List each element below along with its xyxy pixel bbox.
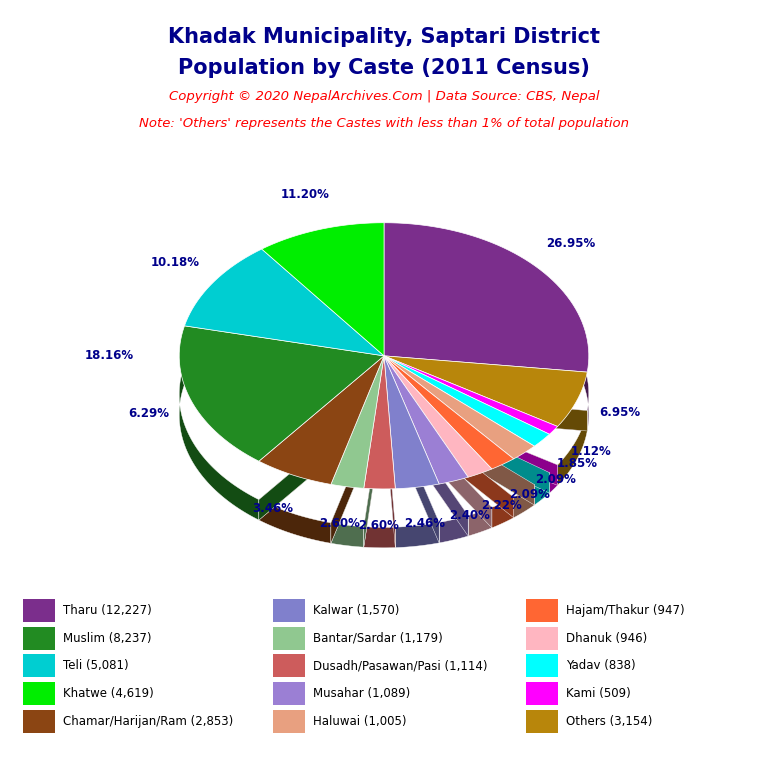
Polygon shape xyxy=(384,394,535,505)
Text: 11.20%: 11.20% xyxy=(281,188,330,201)
Polygon shape xyxy=(492,497,514,528)
Polygon shape xyxy=(364,394,384,547)
Polygon shape xyxy=(384,394,492,528)
Text: 2.46%: 2.46% xyxy=(404,517,445,530)
Polygon shape xyxy=(384,394,396,548)
Polygon shape xyxy=(384,356,514,469)
Polygon shape xyxy=(384,394,588,431)
Text: Khadak Municipality, Saptari District: Khadak Municipality, Saptari District xyxy=(168,27,600,47)
Polygon shape xyxy=(558,411,588,485)
Polygon shape xyxy=(535,472,549,505)
Text: 2.60%: 2.60% xyxy=(319,517,359,530)
Text: Note: 'Others' represents the Castes with less than 1% of total population: Note: 'Others' represents the Castes wit… xyxy=(139,117,629,130)
Text: 3.46%: 3.46% xyxy=(253,502,293,515)
Polygon shape xyxy=(331,523,364,547)
Text: Chamar/Harijan/Ram (2,853): Chamar/Harijan/Ram (2,853) xyxy=(63,715,233,727)
Polygon shape xyxy=(384,394,514,518)
Text: 1.85%: 1.85% xyxy=(557,457,598,470)
Polygon shape xyxy=(384,394,535,505)
Polygon shape xyxy=(468,508,492,536)
Polygon shape xyxy=(384,356,549,446)
Text: Muslim (8,237): Muslim (8,237) xyxy=(63,632,151,644)
Polygon shape xyxy=(184,249,384,356)
Text: Copyright © 2020 NepalArchives.Com | Data Source: CBS, Nepal: Copyright © 2020 NepalArchives.Com | Dat… xyxy=(169,90,599,103)
Text: Bantar/Sardar (1,179): Bantar/Sardar (1,179) xyxy=(313,632,442,644)
Polygon shape xyxy=(262,223,384,356)
Polygon shape xyxy=(384,394,468,536)
Text: Musahar (1,089): Musahar (1,089) xyxy=(313,687,410,700)
Polygon shape xyxy=(384,394,549,493)
Polygon shape xyxy=(384,356,558,434)
Text: 2.22%: 2.22% xyxy=(481,499,521,512)
Text: 1.12%: 1.12% xyxy=(571,445,611,458)
Polygon shape xyxy=(259,394,384,520)
Polygon shape xyxy=(396,522,439,548)
Polygon shape xyxy=(439,515,468,543)
Text: 2.09%: 2.09% xyxy=(535,473,576,486)
Polygon shape xyxy=(384,394,514,518)
Text: Dhanuk (946): Dhanuk (946) xyxy=(566,632,647,644)
Polygon shape xyxy=(384,356,468,484)
Polygon shape xyxy=(384,394,558,485)
Polygon shape xyxy=(331,394,384,543)
Polygon shape xyxy=(384,356,439,488)
Text: Kalwar (1,570): Kalwar (1,570) xyxy=(313,604,399,617)
Text: Haluwai (1,005): Haluwai (1,005) xyxy=(313,715,406,727)
Text: 10.18%: 10.18% xyxy=(151,257,200,270)
Polygon shape xyxy=(384,223,589,372)
Polygon shape xyxy=(364,527,396,548)
Polygon shape xyxy=(384,356,588,426)
Polygon shape xyxy=(331,394,384,543)
Polygon shape xyxy=(384,261,589,431)
Polygon shape xyxy=(384,356,535,458)
Text: 2.09%: 2.09% xyxy=(508,488,550,501)
Polygon shape xyxy=(331,356,384,488)
Text: Tharu (12,227): Tharu (12,227) xyxy=(63,604,152,617)
Text: Dusadh/Pasawan/Pasi (1,114): Dusadh/Pasawan/Pasi (1,114) xyxy=(313,660,487,672)
Text: Hajam/Thakur (947): Hajam/Thakur (947) xyxy=(566,604,684,617)
Polygon shape xyxy=(259,500,331,543)
Polygon shape xyxy=(262,261,384,308)
Polygon shape xyxy=(384,394,396,548)
Text: Khatwe (4,619): Khatwe (4,619) xyxy=(63,687,154,700)
Polygon shape xyxy=(514,485,535,518)
Text: Population by Caste (2011 Census): Population by Caste (2011 Census) xyxy=(178,58,590,78)
Polygon shape xyxy=(384,394,588,431)
Polygon shape xyxy=(179,326,384,462)
Polygon shape xyxy=(384,394,549,493)
Text: 6.95%: 6.95% xyxy=(599,406,640,419)
Text: 18.16%: 18.16% xyxy=(85,349,134,362)
Text: Others (3,154): Others (3,154) xyxy=(566,715,652,727)
Polygon shape xyxy=(364,394,384,547)
Polygon shape xyxy=(259,356,384,485)
Polygon shape xyxy=(384,394,558,485)
Polygon shape xyxy=(384,394,439,543)
Text: Kami (509): Kami (509) xyxy=(566,687,631,700)
Polygon shape xyxy=(384,356,492,477)
Polygon shape xyxy=(384,394,439,543)
Text: 2.60%: 2.60% xyxy=(358,519,399,532)
Text: 26.95%: 26.95% xyxy=(547,237,596,250)
Text: Yadav (838): Yadav (838) xyxy=(566,660,636,672)
Text: 6.29%: 6.29% xyxy=(128,406,169,419)
Polygon shape xyxy=(259,394,384,520)
Polygon shape xyxy=(384,394,468,536)
Polygon shape xyxy=(384,394,492,528)
Text: 2.40%: 2.40% xyxy=(449,509,490,522)
Text: Teli (5,081): Teli (5,081) xyxy=(63,660,128,672)
Polygon shape xyxy=(364,356,396,489)
Polygon shape xyxy=(184,287,262,385)
Polygon shape xyxy=(549,465,558,493)
Polygon shape xyxy=(179,364,259,520)
